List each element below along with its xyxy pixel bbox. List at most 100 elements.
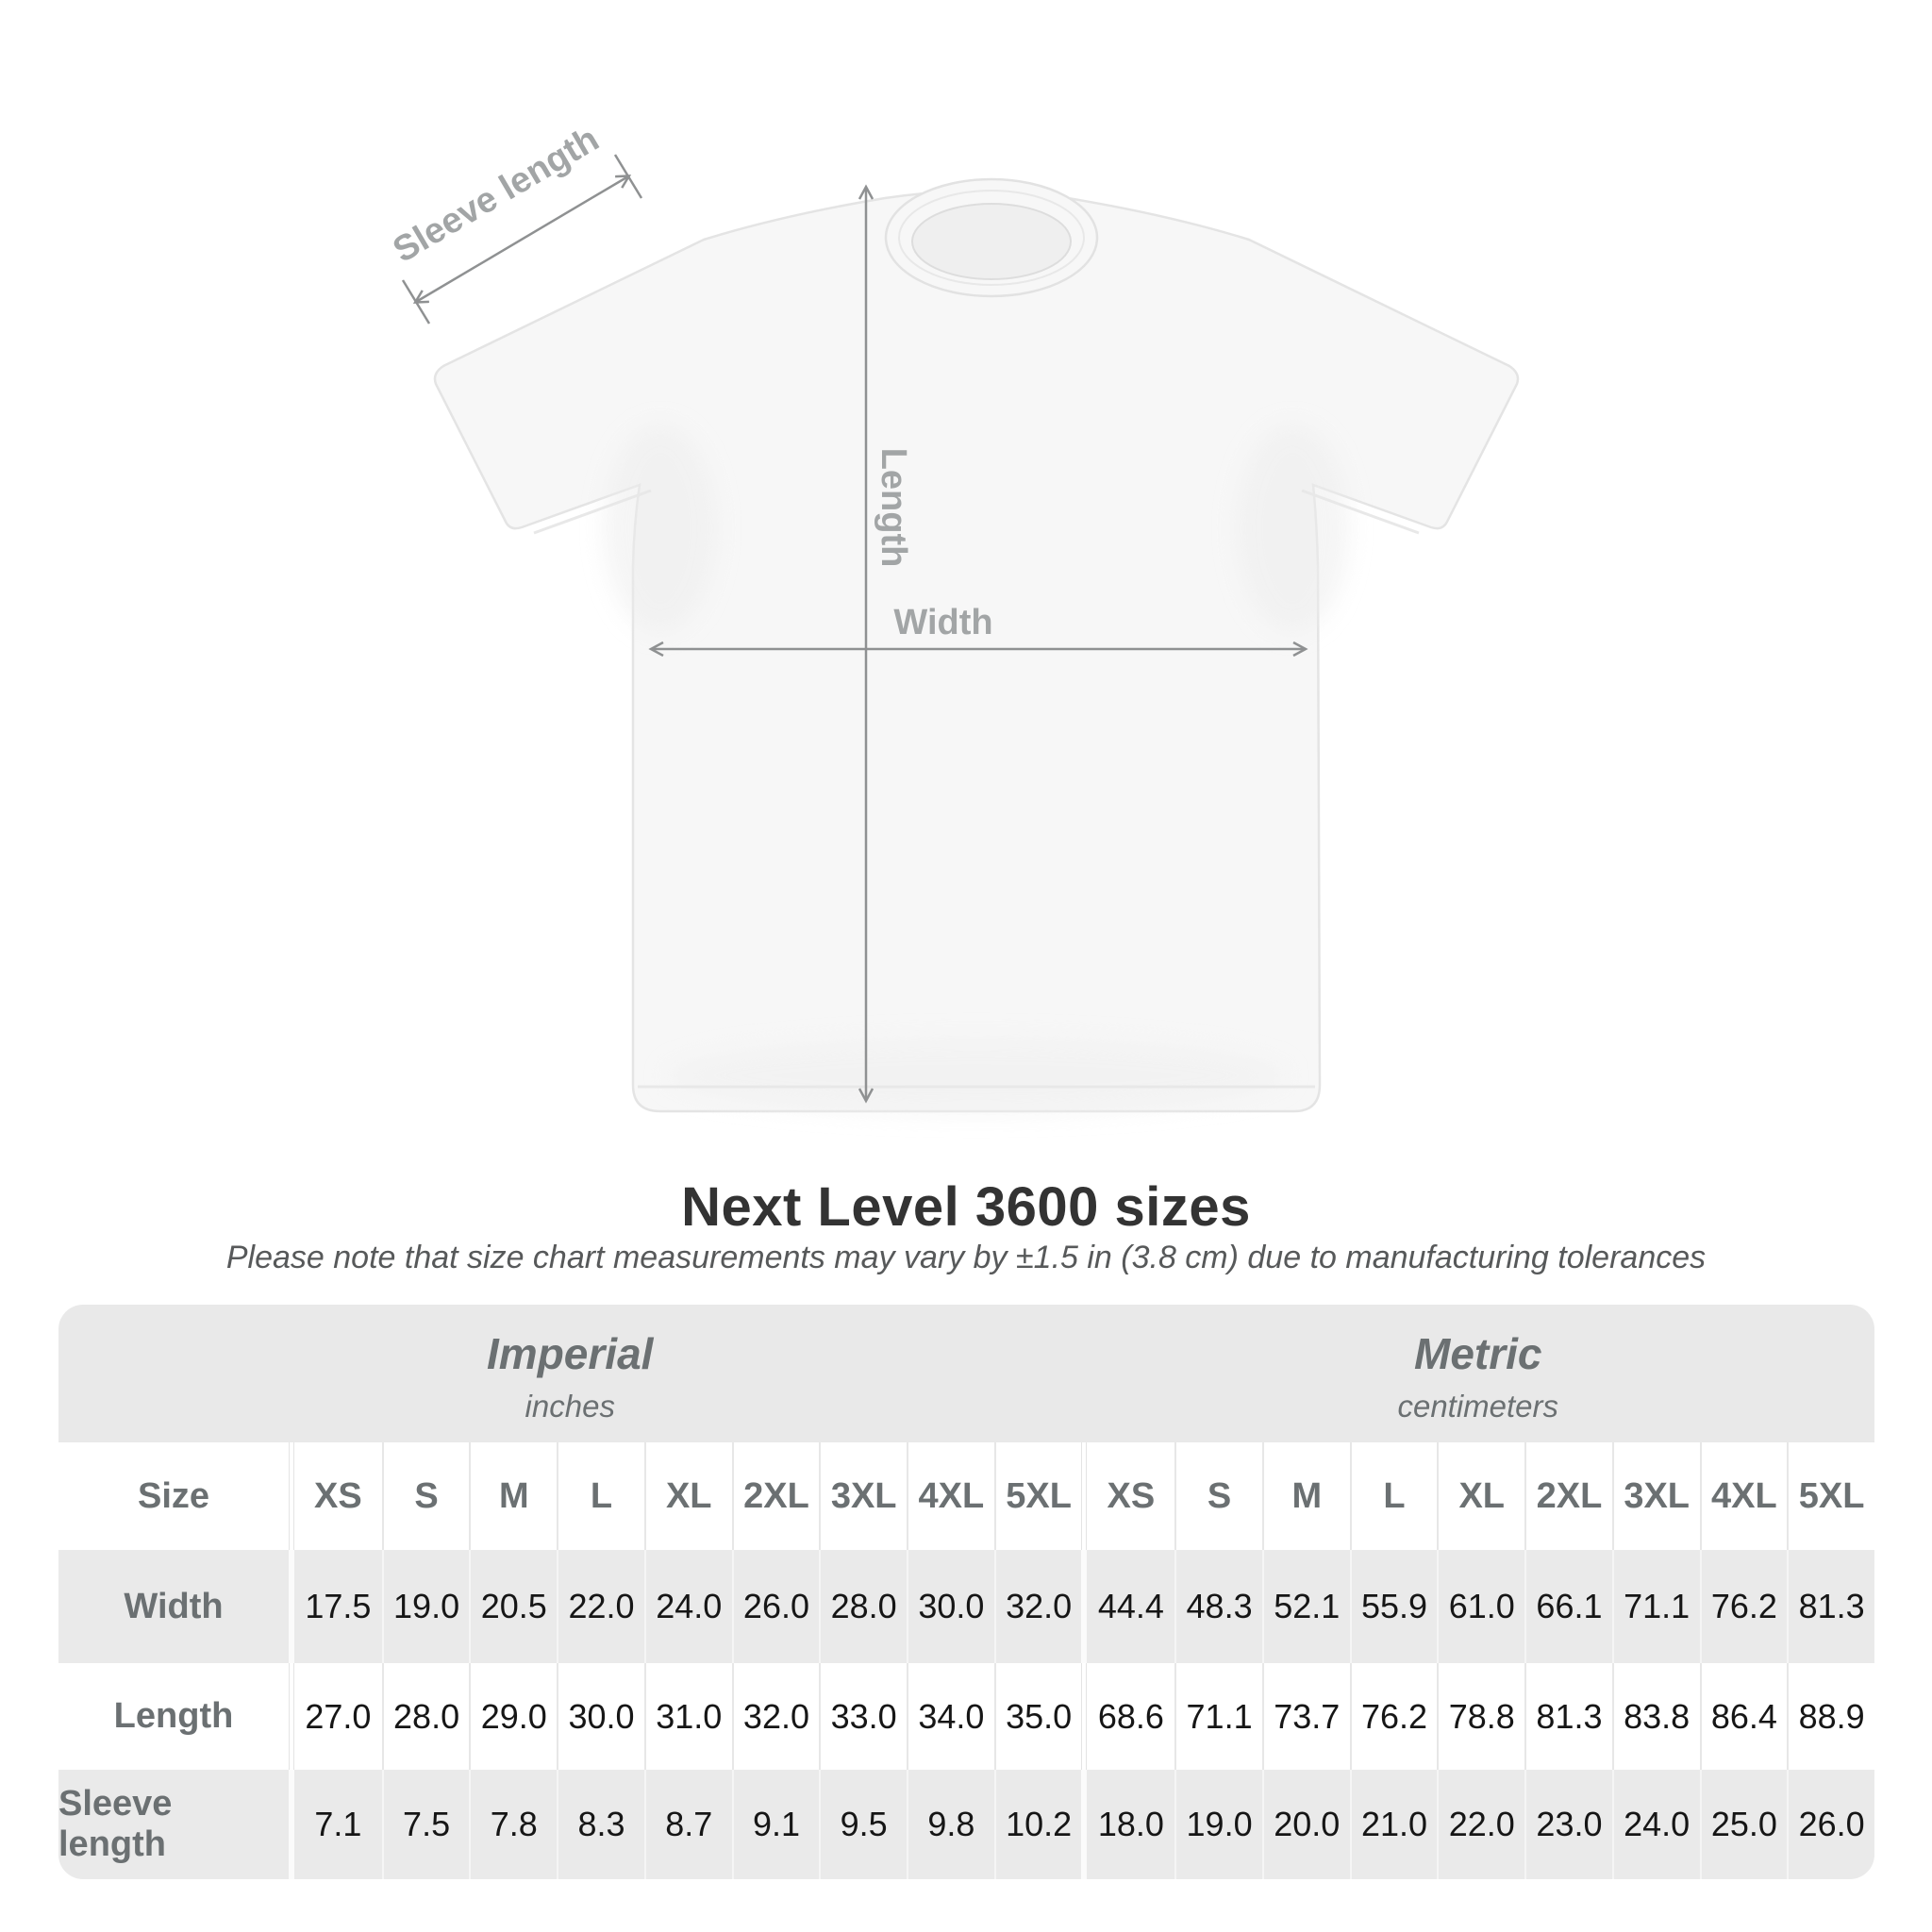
size-header: 4XL bbox=[907, 1442, 994, 1550]
metric-header: Metric centimeters bbox=[1081, 1305, 1874, 1442]
column-divider bbox=[1081, 1770, 1088, 1879]
size-header: S bbox=[1174, 1442, 1262, 1550]
sleeve-value: 24.0 bbox=[1611, 1770, 1700, 1879]
width-value: 17.5 bbox=[294, 1550, 382, 1663]
width-value: 52.1 bbox=[1261, 1550, 1350, 1663]
size-header: 2XL bbox=[731, 1442, 820, 1550]
size-table: Imperial inches Metric centimeters Size … bbox=[58, 1305, 1874, 1879]
size-header: 5XL bbox=[993, 1442, 1082, 1550]
size-column-header: Size bbox=[137, 1475, 210, 1516]
length-value: 88.9 bbox=[1787, 1663, 1874, 1770]
width-value: 30.0 bbox=[907, 1550, 994, 1663]
size-header: S bbox=[381, 1442, 470, 1550]
sleeve-value: 20.0 bbox=[1261, 1770, 1350, 1879]
sleeve-length-label: Sleeve length bbox=[387, 119, 606, 271]
length-value: 27.0 bbox=[305, 1696, 372, 1736]
sleeve-value: 7.1 bbox=[294, 1770, 382, 1879]
imperial-unit: inches bbox=[525, 1389, 615, 1424]
sleeve-arrow bbox=[416, 176, 628, 302]
sleeve-value: 25.0 bbox=[1699, 1770, 1788, 1879]
sleeve-value: 9.8 bbox=[907, 1770, 994, 1879]
page-subtitle: Please note that size chart measurements… bbox=[225, 1240, 1707, 1275]
size-header: M bbox=[469, 1442, 557, 1550]
width-value: 26.0 bbox=[731, 1550, 820, 1663]
sleeve-value: 8.7 bbox=[643, 1770, 732, 1879]
sleeve-value: 21.0 bbox=[1349, 1770, 1438, 1879]
sleeve-value: 10.2 bbox=[993, 1770, 1082, 1879]
width-value: 66.1 bbox=[1524, 1550, 1612, 1663]
sleeve-value: 9.5 bbox=[819, 1770, 908, 1879]
unit-system-header: Imperial inches Metric centimeters bbox=[58, 1305, 1874, 1442]
sleeve-value: 7.5 bbox=[381, 1770, 470, 1879]
length-value: 78.8 bbox=[1437, 1663, 1524, 1770]
sleeve-value: 19.0 bbox=[1174, 1770, 1262, 1879]
imperial-header: Imperial inches bbox=[58, 1305, 1082, 1442]
size-header: XL bbox=[643, 1442, 732, 1550]
length-value: 30.0 bbox=[557, 1663, 644, 1770]
size-header: XL bbox=[1437, 1442, 1524, 1550]
length-value: 76.2 bbox=[1349, 1663, 1438, 1770]
width-value: 28.0 bbox=[819, 1550, 908, 1663]
length-value: 28.0 bbox=[381, 1663, 470, 1770]
imperial-title: Imperial bbox=[487, 1329, 654, 1378]
column-divider bbox=[289, 1770, 294, 1879]
column-divider bbox=[1081, 1442, 1088, 1550]
width-value: 44.4 bbox=[1087, 1550, 1175, 1663]
metric-unit: centimeters bbox=[1397, 1389, 1559, 1424]
row-label: Sleeve length bbox=[58, 1770, 289, 1879]
sleeve-value: 7.8 bbox=[469, 1770, 558, 1879]
size-header: L bbox=[557, 1442, 644, 1550]
length-value: 35.0 bbox=[993, 1663, 1082, 1770]
sleeve-value: 23.0 bbox=[1524, 1770, 1612, 1879]
width-value: 61.0 bbox=[1437, 1550, 1525, 1663]
length-value: 31.0 bbox=[643, 1663, 732, 1770]
length-value: 83.8 bbox=[1611, 1663, 1700, 1770]
row-label: Width bbox=[58, 1550, 289, 1663]
width-label: Width bbox=[893, 603, 992, 642]
table-row-length: Length 27.0 28.0 29.0 30.0 31.0 32.0 33.… bbox=[58, 1663, 1874, 1770]
length-value: 29.0 bbox=[469, 1663, 557, 1770]
length-value: 86.4 bbox=[1699, 1663, 1788, 1770]
tshirt-body bbox=[433, 189, 1520, 1113]
size-header: XS bbox=[1107, 1475, 1156, 1516]
sleeve-value: 26.0 bbox=[1787, 1770, 1874, 1879]
size-header: XS bbox=[314, 1475, 362, 1516]
sleeve-tick-lower bbox=[401, 279, 431, 325]
column-divider bbox=[289, 1550, 294, 1663]
size-header: 4XL bbox=[1699, 1442, 1788, 1550]
width-value: 32.0 bbox=[993, 1550, 1082, 1663]
collar-opening bbox=[911, 203, 1072, 280]
size-header: M bbox=[1261, 1442, 1350, 1550]
tshirt-illustration bbox=[433, 177, 1520, 1113]
length-value: 68.6 bbox=[1097, 1696, 1164, 1736]
sleeve-value: 22.0 bbox=[1437, 1770, 1525, 1879]
sleeve-value: 8.3 bbox=[557, 1770, 644, 1879]
width-value: 76.2 bbox=[1699, 1550, 1788, 1663]
width-value: 48.3 bbox=[1174, 1550, 1262, 1663]
width-value: 71.1 bbox=[1611, 1550, 1700, 1663]
length-value: 33.0 bbox=[819, 1663, 907, 1770]
table-row-sleeve-length: Sleeve length 7.1 7.5 7.8 8.3 8.7 9.1 9.… bbox=[58, 1770, 1874, 1879]
length-value: 73.7 bbox=[1261, 1663, 1350, 1770]
sleeve-tick-upper bbox=[613, 154, 643, 199]
width-value: 55.9 bbox=[1349, 1550, 1438, 1663]
length-value: 81.3 bbox=[1524, 1663, 1612, 1770]
length-value: 34.0 bbox=[907, 1663, 994, 1770]
size-header: 3XL bbox=[819, 1442, 907, 1550]
size-header: 3XL bbox=[1611, 1442, 1700, 1550]
dimension-lines bbox=[401, 154, 1305, 1100]
length-label: Length bbox=[874, 448, 913, 568]
sleeve-value: 9.1 bbox=[731, 1770, 820, 1879]
width-value: 20.5 bbox=[469, 1550, 558, 1663]
table-header-row: Size XS S M L XL 2XL 3XL 4XL 5XL XS S M … bbox=[58, 1442, 1874, 1550]
length-value: 71.1 bbox=[1174, 1663, 1262, 1770]
page-title: Next Level 3600 sizes bbox=[681, 1176, 1251, 1238]
width-value: 81.3 bbox=[1787, 1550, 1874, 1663]
width-value: 22.0 bbox=[557, 1550, 644, 1663]
width-value: 19.0 bbox=[381, 1550, 470, 1663]
length-value: 32.0 bbox=[731, 1663, 820, 1770]
width-value: 24.0 bbox=[643, 1550, 732, 1663]
row-label: Length bbox=[113, 1696, 234, 1736]
